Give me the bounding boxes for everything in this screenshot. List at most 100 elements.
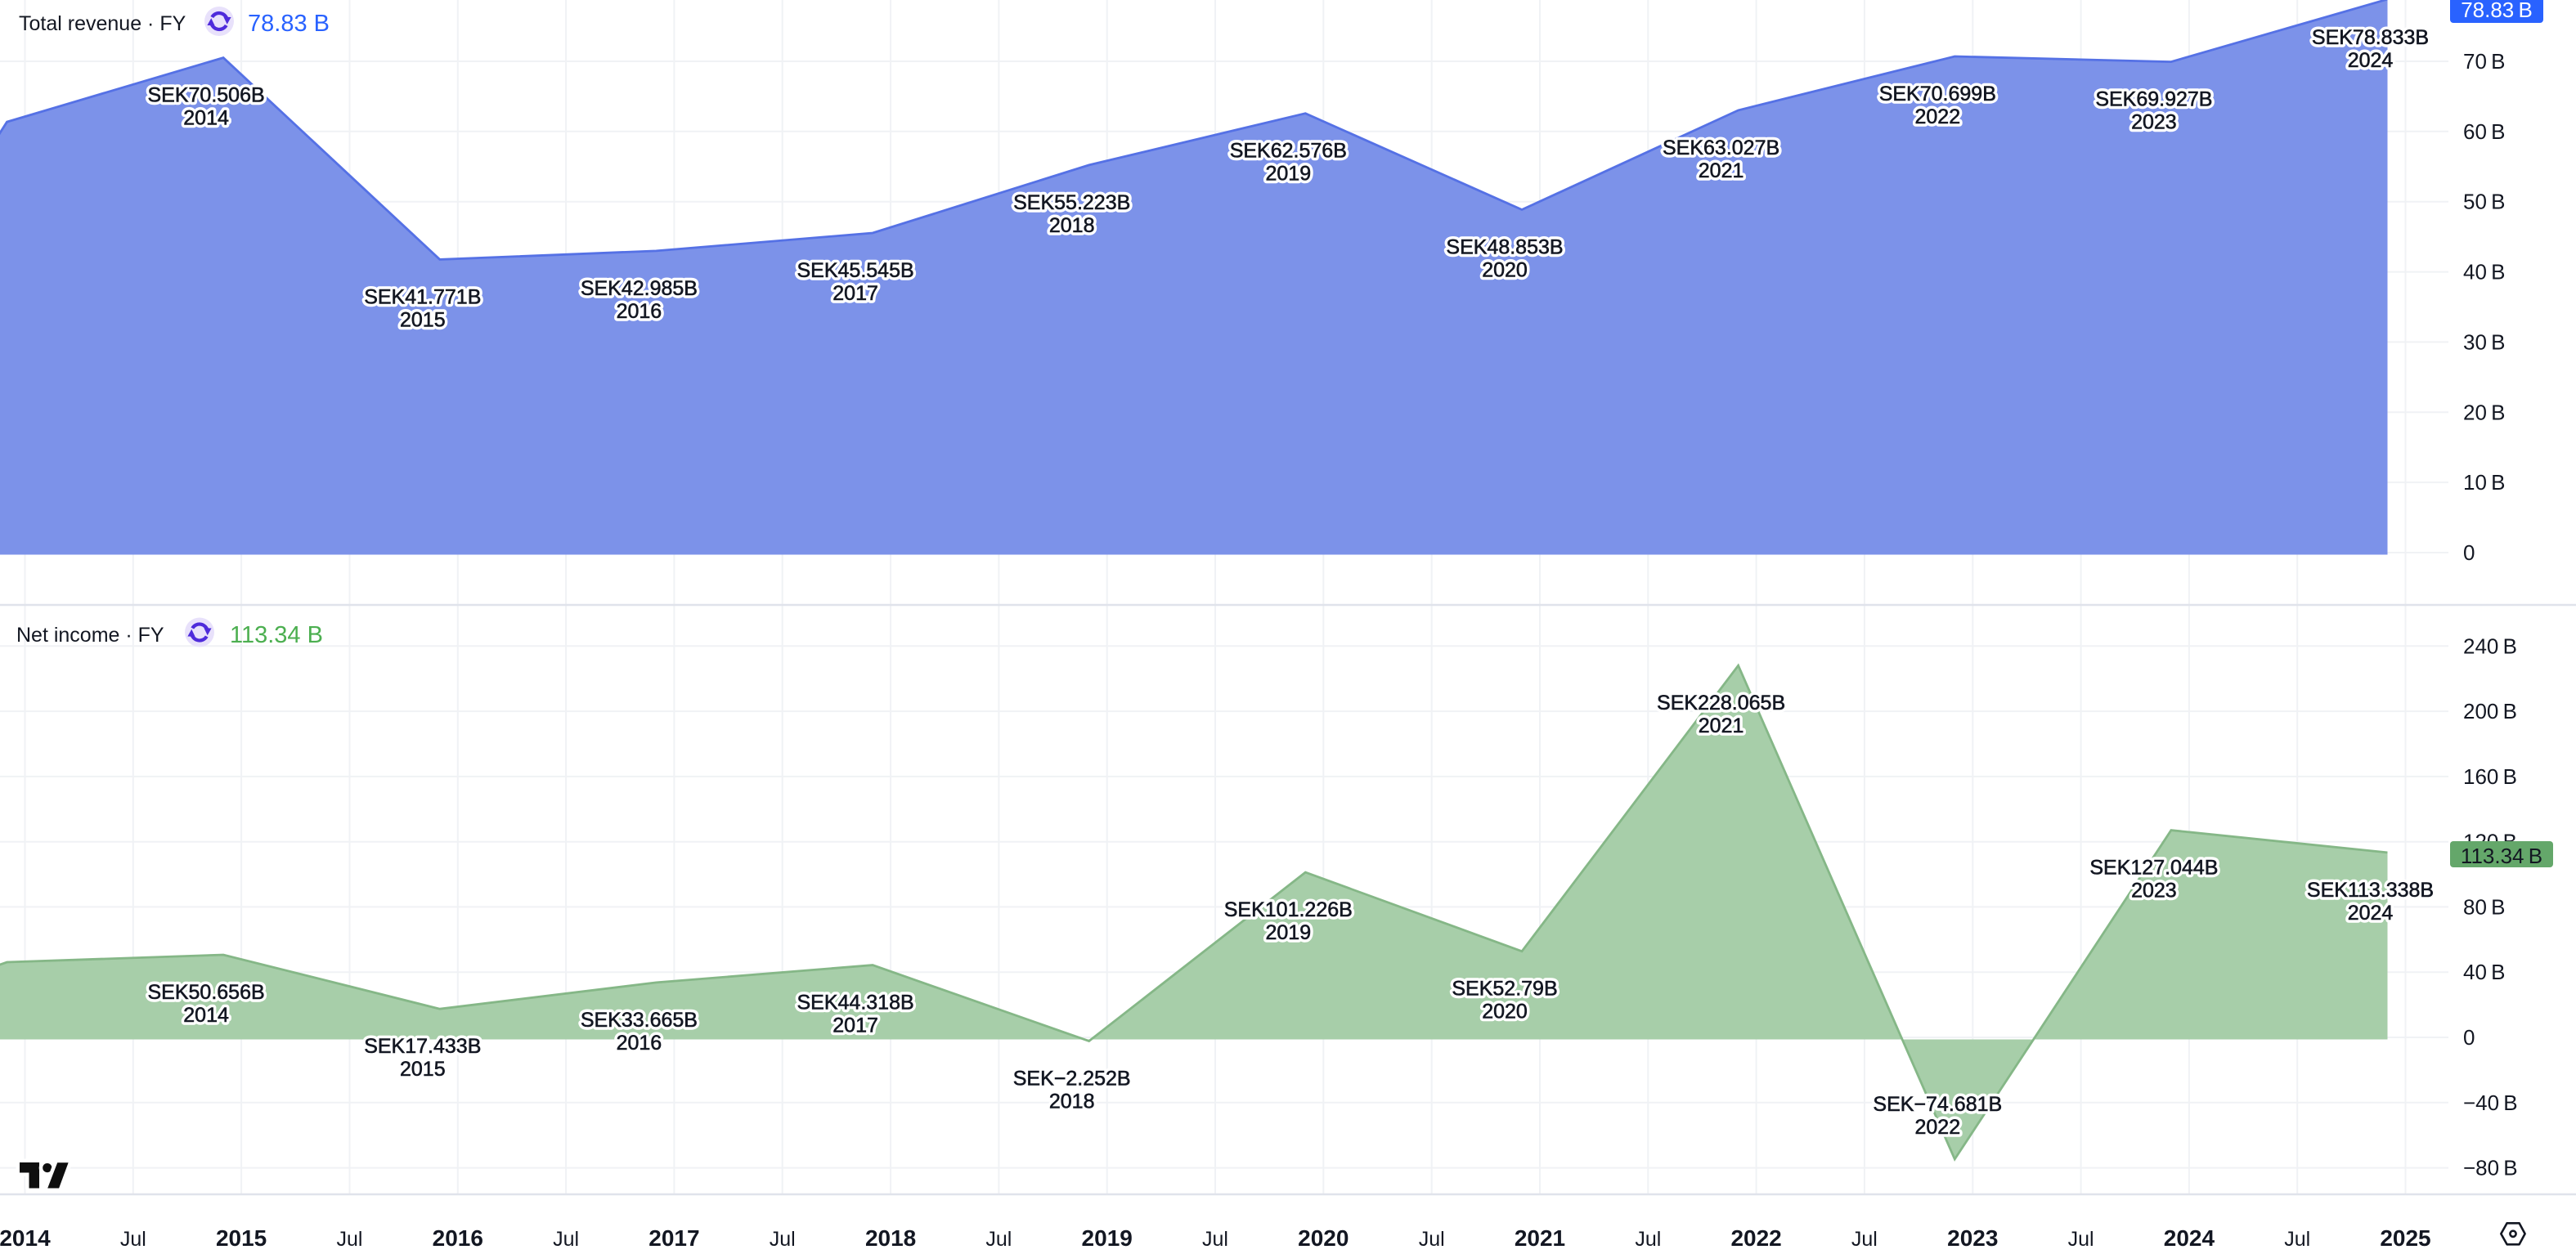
svg-text:SEK69.927B: SEK69.927B [2095,88,2212,111]
svg-text:SEK228.065B: SEK228.065B [1657,692,1785,714]
svg-text:10 B: 10 B [2463,470,2505,495]
svg-text:2024: 2024 [2348,902,2394,925]
svg-text:2022: 2022 [1914,105,1960,128]
svg-text:2014: 2014 [0,1225,51,1251]
svg-text:30 B: 30 B [2463,329,2505,354]
svg-text:SEK33.665B: SEK33.665B [581,1009,698,1032]
svg-text:20 B: 20 B [2463,400,2505,424]
svg-text:SEK228.065B: SEK228.065B [1657,692,1785,714]
svg-text:2018: 2018 [865,1225,916,1251]
svg-text:2022: 2022 [1914,1116,1960,1139]
svg-text:SEK44.318B: SEK44.318B [797,992,914,1014]
svg-text:2015: 2015 [400,1058,446,1081]
svg-text:2020: 2020 [1482,259,1528,282]
svg-text:SEK17.433B: SEK17.433B [364,1035,481,1058]
svg-text:2022: 2022 [1914,1116,1960,1139]
svg-text:Jul: Jul [2068,1228,2094,1251]
svg-text:2016: 2016 [617,1032,662,1055]
svg-text:Total revenue · FY: Total revenue · FY [19,12,186,35]
svg-text:SEK55.223B: SEK55.223B [1013,191,1130,214]
svg-text:SEK−74.681B: SEK−74.681B [1873,1093,2002,1116]
svg-text:Jul: Jul [1635,1228,1661,1251]
svg-text:200 B: 200 B [2463,699,2517,723]
svg-text:2023: 2023 [2131,880,2177,902]
svg-text:0: 0 [2463,1025,2475,1050]
svg-text:2018: 2018 [1049,1091,1095,1113]
svg-text:2019: 2019 [1265,921,1311,944]
svg-text:2016: 2016 [433,1225,483,1251]
svg-text:2021: 2021 [1699,159,1744,182]
svg-text:2015: 2015 [400,308,446,331]
svg-text:SEK69.927B: SEK69.927B [2095,88,2212,111]
svg-text:40 B: 40 B [2463,960,2505,984]
svg-text:2024: 2024 [2348,49,2394,72]
svg-text:SEK113.338B: SEK113.338B [2307,879,2434,902]
svg-text:240 B: 240 B [2463,634,2517,658]
svg-text:113.34 B: 113.34 B [2461,844,2542,868]
svg-text:SEK70.699B: SEK70.699B [1879,83,1996,105]
svg-text:SEK63.027B: SEK63.027B [1663,137,1779,159]
svg-text:SEK78.833B: SEK78.833B [2312,26,2429,49]
svg-text:2019: 2019 [1082,1225,1133,1251]
svg-text:Jul: Jul [985,1228,1012,1251]
svg-text:2023: 2023 [2131,880,2177,902]
svg-text:SEK−2.252B: SEK−2.252B [1013,1068,1131,1091]
svg-text:2021: 2021 [1699,714,1744,737]
svg-text:SEK127.044B: SEK127.044B [2089,857,2218,880]
svg-text:40 B: 40 B [2463,260,2505,284]
svg-text:2016: 2016 [617,1032,662,1055]
svg-text:2016: 2016 [617,300,662,323]
svg-text:2018: 2018 [1049,214,1095,237]
svg-text:2020: 2020 [1482,1001,1528,1023]
svg-text:SEK101.226B: SEK101.226B [1224,898,1353,921]
svg-text:SEK42.985B: SEK42.985B [581,277,698,300]
svg-text:2021: 2021 [1699,159,1744,182]
svg-text:Net income · FY: Net income · FY [16,624,164,647]
svg-text:2020: 2020 [1482,259,1528,282]
svg-text:SEK78.833B: SEK78.833B [2312,26,2429,49]
svg-text:Jul: Jul [553,1228,579,1251]
svg-text:SEK52.79B: SEK52.79B [1452,978,1557,1001]
svg-text:SEK−74.681B: SEK−74.681B [1873,1093,2002,1116]
svg-text:2024: 2024 [2348,902,2394,925]
svg-text:2014: 2014 [183,107,229,130]
svg-text:SEK44.318B: SEK44.318B [797,992,914,1014]
svg-text:2018: 2018 [1049,214,1095,237]
svg-text:2019: 2019 [1265,921,1311,944]
svg-text:2024: 2024 [2164,1225,2215,1251]
svg-text:2022: 2022 [1730,1225,1781,1251]
svg-text:60 B: 60 B [2463,119,2505,144]
svg-text:Jul: Jul [1851,1228,1878,1251]
svg-text:SEK42.985B: SEK42.985B [581,277,698,300]
svg-text:2017: 2017 [832,282,878,305]
svg-text:SEK62.576B: SEK62.576B [1230,140,1347,163]
svg-text:2022: 2022 [1914,105,1960,128]
svg-text:Jul: Jul [1202,1228,1228,1251]
svg-text:SEK33.665B: SEK33.665B [581,1009,698,1032]
svg-text:SEK41.771B: SEK41.771B [364,285,481,308]
svg-text:70 B: 70 B [2463,49,2505,74]
svg-text:2019: 2019 [1265,163,1311,186]
svg-text:2025: 2025 [2380,1225,2430,1251]
svg-text:Jul: Jul [1419,1228,1445,1251]
svg-text:SEK55.223B: SEK55.223B [1013,191,1130,214]
svg-text:2021: 2021 [1515,1225,1565,1251]
svg-text:2018: 2018 [1049,1091,1095,1113]
svg-text:SEK113.338B: SEK113.338B [2307,879,2434,902]
svg-text:Jul: Jul [120,1228,146,1251]
svg-text:2014: 2014 [183,107,229,130]
svg-text:2014: 2014 [183,1004,229,1027]
svg-text:160 B: 160 B [2463,764,2517,789]
svg-text:Jul: Jul [2284,1228,2310,1251]
svg-text:−80 B: −80 B [2463,1156,2518,1180]
svg-text:SEK63.027B: SEK63.027B [1663,137,1779,159]
svg-text:2017: 2017 [832,1014,878,1037]
svg-text:SEK48.853B: SEK48.853B [1446,236,1563,259]
svg-text:2017: 2017 [832,1014,878,1037]
svg-text:SEK70.506B: SEK70.506B [148,84,265,107]
svg-text:2023: 2023 [2131,111,2177,134]
svg-text:SEK62.576B: SEK62.576B [1230,140,1347,163]
svg-text:SEK17.433B: SEK17.433B [364,1035,481,1058]
svg-text:2021: 2021 [1699,714,1744,737]
svg-text:78.83 B: 78.83 B [248,11,330,37]
